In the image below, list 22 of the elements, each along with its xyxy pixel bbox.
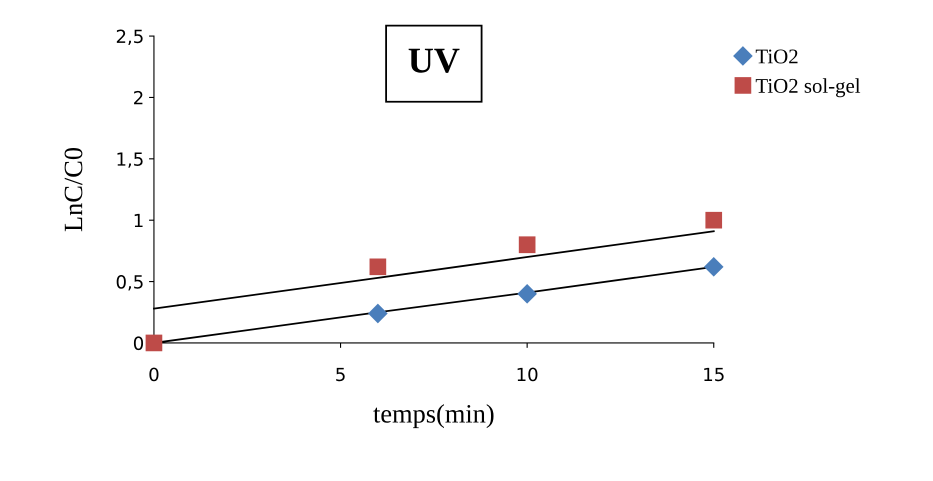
point (518, 284, 537, 304)
point (704, 257, 724, 276)
legend-label: TiO2 sol-gel (756, 78, 860, 98)
y-tick-label: 1 (134, 214, 143, 228)
x-tick-label: 15 (704, 368, 724, 382)
y-axis-title: LnC/C0 (64, 148, 82, 232)
y-tick-label: 1,5 (117, 152, 143, 168)
y-tick-label: 2 (134, 90, 142, 104)
x-tick-label: 5 (336, 368, 345, 382)
chart-title: UV (408, 48, 460, 73)
x-axis-title: temps(min) (373, 404, 494, 428)
point (705, 212, 722, 229)
point (368, 304, 388, 324)
y-tick-label: 0,5 (116, 275, 143, 291)
y-tick-label: 0 (134, 336, 144, 350)
point (146, 334, 162, 352)
y-tick-label: 2,5 (116, 30, 143, 46)
x-tick-label: 0 (149, 368, 158, 382)
legend-label: TiO2 (756, 49, 798, 64)
point (518, 236, 536, 254)
x-tick-label: 10 (518, 368, 538, 382)
point (370, 258, 386, 276)
